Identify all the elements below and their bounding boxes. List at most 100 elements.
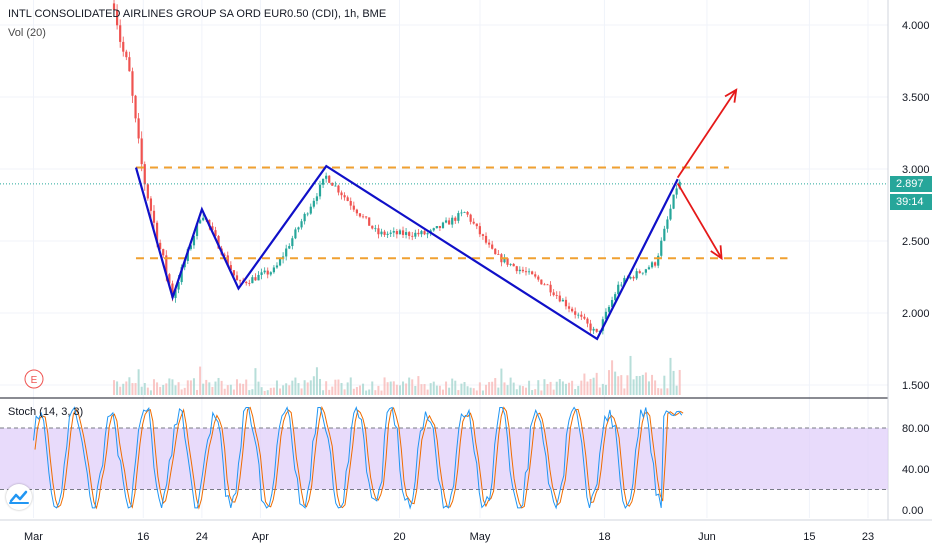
volume-bar xyxy=(355,387,358,395)
candle-body xyxy=(638,271,641,274)
candle-body xyxy=(168,274,171,284)
volume-bar xyxy=(275,380,278,395)
stoch-tick-label: 0.00 xyxy=(902,505,923,517)
volume-bar xyxy=(641,374,644,395)
candle-body xyxy=(466,212,469,215)
volume-bar xyxy=(325,381,328,395)
candle-body xyxy=(171,283,174,298)
volume-bar xyxy=(586,381,589,395)
x-tick-label: 20 xyxy=(393,531,405,543)
volume-bar xyxy=(638,376,641,395)
candle-body xyxy=(491,244,494,249)
candle-body xyxy=(146,184,149,199)
candle-body xyxy=(260,272,263,275)
volume-bar xyxy=(657,388,660,395)
candle-body xyxy=(232,270,236,276)
volume-bar xyxy=(531,390,534,395)
candle-body xyxy=(315,196,319,201)
candle-body xyxy=(589,323,592,331)
volume-label: Vol (20) xyxy=(8,27,46,39)
y-tick-label: 1.500 xyxy=(902,380,930,392)
candle-body xyxy=(417,232,420,235)
volume-bar xyxy=(189,380,192,395)
candle-body xyxy=(318,184,322,197)
candle-body xyxy=(383,231,386,235)
volume-bar xyxy=(568,382,571,395)
candle-body xyxy=(620,284,623,286)
candle-body xyxy=(438,226,442,228)
volume-bar xyxy=(174,385,177,395)
candle-body xyxy=(644,269,647,273)
volume-bar xyxy=(577,385,580,395)
volume-bar xyxy=(580,380,583,395)
volume-bar xyxy=(478,382,481,395)
candle-body xyxy=(377,228,380,235)
candle-body xyxy=(475,223,478,227)
volume-bar xyxy=(380,390,383,395)
volume-bar xyxy=(518,385,521,395)
volume-bar xyxy=(438,385,441,395)
candle-body xyxy=(199,220,202,224)
candle-body xyxy=(226,255,229,266)
volume-bar xyxy=(445,381,448,395)
candle-body xyxy=(666,219,669,229)
level-lines xyxy=(135,166,788,260)
candle-body xyxy=(192,235,196,246)
candle-body xyxy=(561,299,564,302)
y-tick-label: 2.000 xyxy=(902,308,930,320)
candle-body xyxy=(515,266,518,272)
candle-body xyxy=(552,292,555,296)
volume-bar xyxy=(239,383,242,395)
candle-body xyxy=(352,205,355,210)
candle-body xyxy=(337,185,340,193)
candle-body xyxy=(134,95,137,119)
volume-bar xyxy=(199,366,202,395)
candle-body xyxy=(478,226,481,235)
candle-body xyxy=(398,230,402,235)
candle-body xyxy=(574,311,577,315)
candle-body xyxy=(549,284,552,293)
volume-bars: E xyxy=(24,355,681,395)
volume-bar xyxy=(472,388,475,395)
volume-bar xyxy=(429,383,432,395)
candle-body xyxy=(463,212,466,213)
volume-bar xyxy=(116,381,119,395)
candle-body xyxy=(223,254,226,256)
volume-bar xyxy=(395,384,398,395)
candle-body xyxy=(309,206,312,214)
volume-bar xyxy=(537,380,540,395)
stoch-tick-label: 80.00 xyxy=(902,423,930,435)
volume-bar xyxy=(128,377,131,395)
volume-bar xyxy=(162,384,165,395)
candle-body xyxy=(140,138,143,165)
candle-body xyxy=(448,220,451,225)
volume-bar xyxy=(254,368,257,395)
volume-bar xyxy=(211,386,214,395)
volume-bar xyxy=(448,387,451,395)
volume-bar xyxy=(125,381,128,395)
candle-body xyxy=(392,231,395,233)
candle-body xyxy=(125,51,128,58)
volume-bar xyxy=(644,372,647,395)
x-tick-label: 24 xyxy=(196,531,208,543)
candle-body xyxy=(481,234,485,236)
volume-bar xyxy=(220,380,223,395)
candle-body xyxy=(115,9,119,26)
candle-body xyxy=(349,200,352,206)
candle-body xyxy=(368,217,371,226)
volume-bar xyxy=(143,383,146,395)
candle-body xyxy=(509,263,512,265)
candle-body xyxy=(531,271,534,275)
volume-bar xyxy=(488,382,491,395)
volume-bar xyxy=(405,383,408,395)
volume-bar xyxy=(552,389,555,395)
candle-body xyxy=(340,192,343,196)
candle-body xyxy=(251,277,254,284)
candle-body xyxy=(346,197,349,201)
volume-bar xyxy=(168,378,171,395)
candle-body xyxy=(641,272,644,274)
candle-body xyxy=(365,216,368,218)
candle-body xyxy=(159,242,162,250)
candle-body xyxy=(325,175,328,179)
candle-body xyxy=(592,328,595,331)
